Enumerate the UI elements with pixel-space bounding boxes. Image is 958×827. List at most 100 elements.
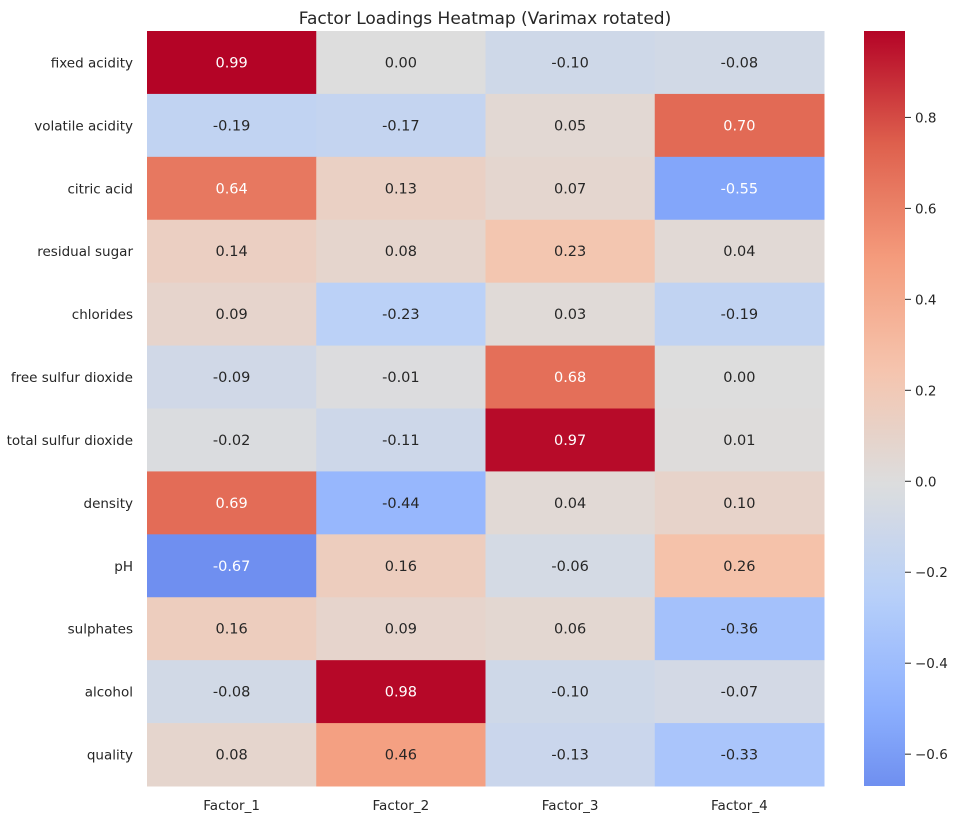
cell-value-label: 0.04 [554,496,586,512]
cell-value-label: 0.26 [723,559,755,575]
cell-value-label: 0.64 [215,181,247,197]
cell-value-label: 0.00 [385,55,417,71]
heatmap-cell [147,156,317,221]
row-label: total sulfur dioxide [7,433,133,449]
heatmap-cell [316,345,486,409]
colorbar-tick-label: 0.4 [915,292,936,308]
colorbar-tick-label: 0.8 [915,110,936,126]
heatmap-cell [654,597,825,661]
colorbar-tick-label: −0.6 [915,747,948,763]
cell-value-label: -0.07 [721,685,759,701]
cell-value-label: 0.46 [385,748,417,764]
cell-value-label: -0.44 [382,496,420,512]
heatmap-cell [147,93,317,158]
heatmap-cell [654,345,825,409]
heatmap-cell [316,93,486,158]
colorbar-tick-label: −0.2 [915,565,948,581]
heatmap-cell [316,219,486,284]
cell-value-label: 0.99 [215,55,247,71]
heatmap-cell [654,408,825,472]
column-label: Factor_1 [203,798,260,814]
cell-value-label: 0.07 [554,181,586,197]
heatmap-cell [485,408,656,472]
heatmap-cell [654,723,825,787]
heatmap-cell [654,282,825,347]
heatmap-cell [485,93,656,158]
cell-value-label: -0.02 [213,433,251,449]
heatmap-cell [316,660,486,724]
cell-value-label: -0.23 [382,307,420,323]
heatmap-cell [316,723,486,787]
heatmap-cell [316,408,486,472]
row-label: chlorides [72,307,133,323]
cell-value-label: -0.11 [382,433,420,449]
cell-value-label: -0.09 [213,370,251,386]
heatmap-cell [654,660,825,724]
heatmap-cell [147,597,317,661]
heatmap-cell [147,408,317,472]
heatmap-cell [316,282,486,347]
cell-value-label: 0.16 [215,622,247,638]
cell-value-label: -0.08 [721,55,759,71]
column-label: Factor_3 [542,798,599,814]
cell-value-label: -0.08 [213,685,251,701]
cell-value-label: -0.33 [721,748,759,764]
heatmap-cell [147,282,317,347]
colorbar-tick-label: 0.0 [915,474,936,490]
cell-value-label: 0.23 [554,244,586,260]
heatmap-cell [316,156,486,221]
row-label: quality [87,748,133,764]
heatmap-cell [485,534,656,598]
row-label: pH [114,559,133,575]
column-label: Factor_2 [373,798,430,814]
heatmap-cell [147,534,317,598]
row-label: alcohol [85,685,133,701]
cell-value-label: 0.01 [723,433,755,449]
row-label: citric acid [68,181,134,197]
heatmap-cell [316,597,486,661]
cell-value-label: 0.68 [554,370,586,386]
heatmap-cell [485,597,656,661]
cell-value-label: 0.03 [554,307,586,323]
heatmap-cell [485,345,656,409]
cell-value-label: 0.70 [723,118,755,134]
cell-value-label: 0.69 [215,496,247,512]
colorbar-tick-label: 0.2 [915,383,936,399]
cell-value-label: -0.10 [551,685,589,701]
cell-value-label: -0.17 [382,118,420,134]
cell-value-label: -0.19 [721,307,759,323]
colorbar [864,31,905,786]
cell-value-label: -0.01 [382,370,420,386]
cell-value-label: 0.98 [385,685,417,701]
cell-value-label: -0.13 [551,748,589,764]
cell-value-label: 0.06 [554,622,586,638]
heatmap-cell [654,93,825,158]
heatmap-cell [485,219,656,284]
chart-title: Factor Loadings Heatmap (Varimax rotated… [299,9,671,29]
cell-value-label: 0.09 [215,307,247,323]
row-label: residual sugar [37,244,133,260]
cell-value-label: -0.36 [721,622,759,638]
heatmap-cell [147,345,317,409]
cell-value-label: 0.04 [723,244,755,260]
heatmap-cell [147,471,317,535]
heatmap-cell [654,471,825,535]
cell-value-label: 0.14 [215,244,247,260]
cell-value-label: -0.55 [721,181,759,197]
heatmap-cell [485,723,656,787]
heatmap-cell [147,219,317,284]
cell-value-label: 0.09 [385,622,417,638]
column-label: Factor_4 [711,798,768,814]
row-label: fixed acidity [51,55,133,71]
heatmap-cell [147,660,317,724]
heatmap-cell [654,534,825,598]
row-label: density [84,496,134,512]
cell-value-label: 0.05 [554,118,586,134]
heatmap-cell [654,31,825,95]
cell-value-label: 0.16 [385,559,417,575]
heatmap-cell [316,534,486,598]
heatmap-cell [485,282,656,347]
cell-value-label: 0.00 [723,370,755,386]
heatmap-cell [485,471,656,535]
